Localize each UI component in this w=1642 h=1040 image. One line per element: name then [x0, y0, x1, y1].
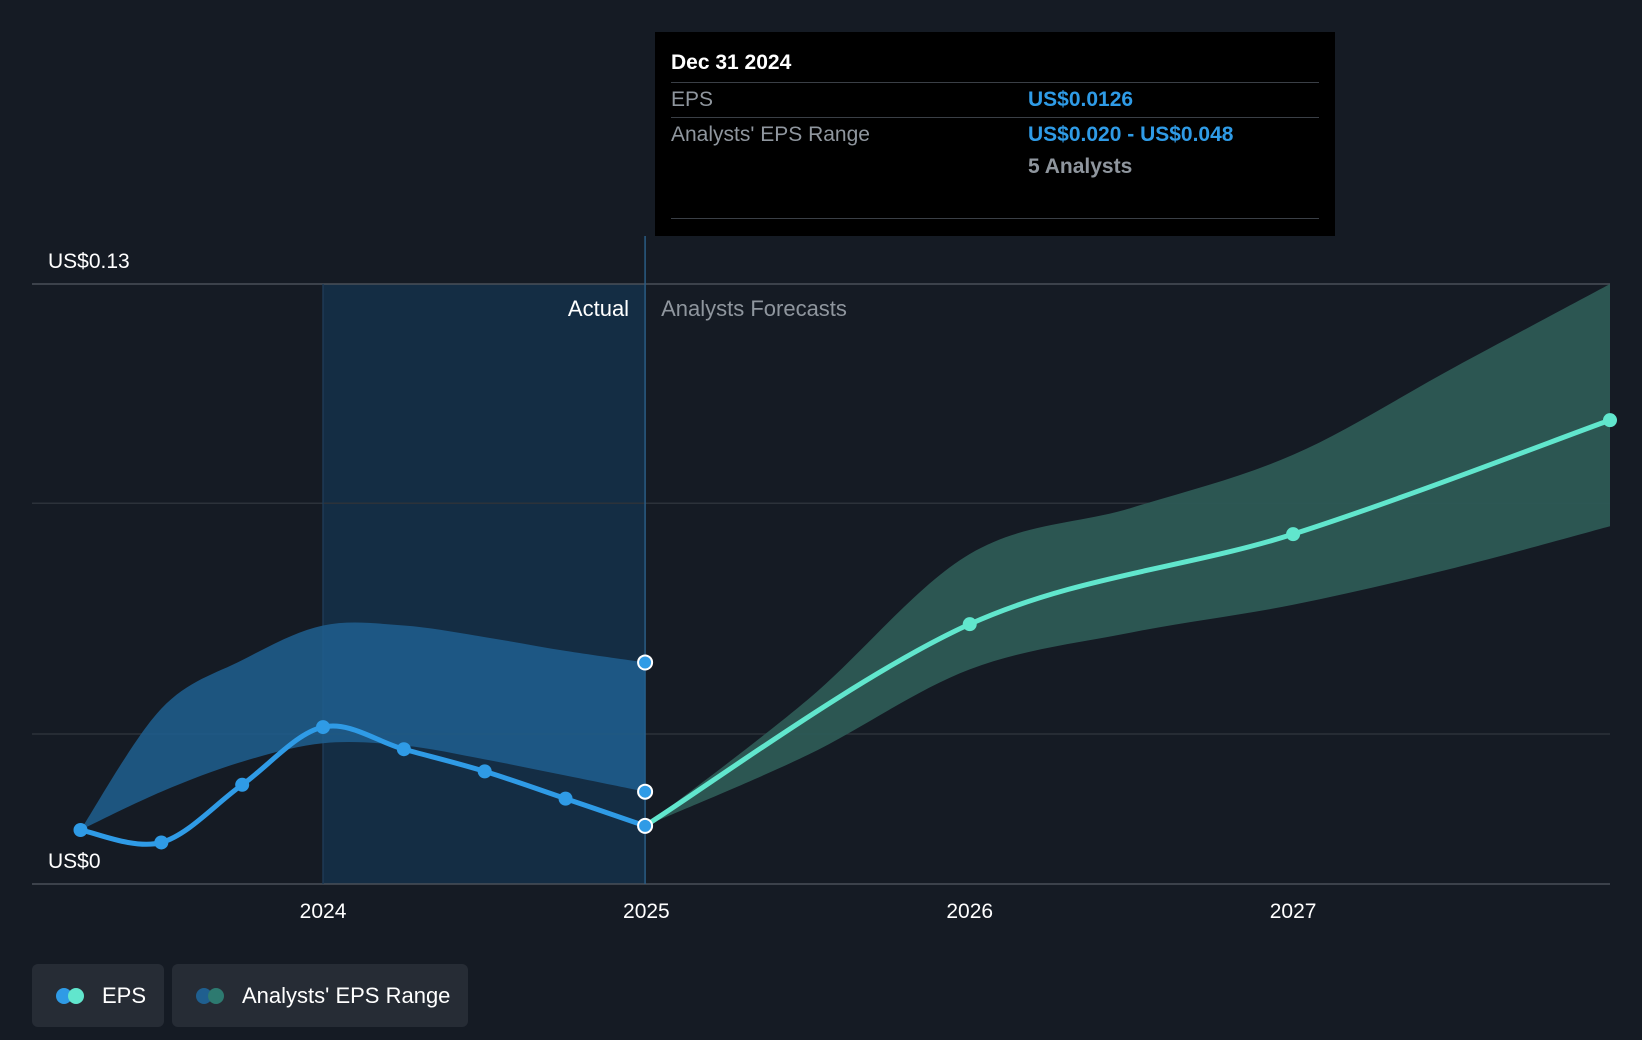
x-tick-label: 2025 — [623, 900, 670, 923]
forecast-region-label: Analysts Forecasts — [661, 296, 847, 321]
x-axis-ticks: 2024 2025 2026 2027 — [300, 900, 1317, 923]
range-high-point — [637, 654, 654, 671]
tooltip-eps-label: EPS — [671, 88, 714, 111]
eps-actual-point — [396, 742, 411, 757]
tooltip-eps-row: EPS US$0.0126 — [671, 83, 1319, 118]
tooltip-divider — [671, 218, 1319, 219]
tooltip-range-label: Analysts' EPS Range — [671, 123, 870, 146]
y-axis-top-label: US$0.13 — [48, 250, 130, 273]
tooltip-range-value: US$0.020 - US$0.048 — [1028, 123, 1234, 146]
analysts-eps-range-actual-area — [80, 622, 646, 830]
y-axis-bottom-label: US$0 — [48, 850, 101, 873]
eps-actual-point — [637, 817, 654, 834]
legend-range-button[interactable]: Analysts' EPS Range — [172, 964, 468, 1027]
eps-forecast-point — [962, 617, 977, 632]
eps-actual-point — [316, 720, 331, 735]
eps-forecast-point — [1286, 527, 1301, 542]
eps-actual-point — [558, 791, 573, 806]
x-tick-label: 2024 — [300, 900, 347, 923]
eps-legend-icon — [56, 987, 86, 1004]
data-points — [73, 413, 1617, 850]
range-legend-icon — [196, 987, 226, 1004]
analysts-eps-range-forecast-area — [645, 284, 1610, 826]
tooltip-analysts-count: 5 Analysts — [1028, 155, 1133, 178]
tooltip-range-row: Analysts' EPS Range US$0.020 - US$0.048 — [671, 118, 1319, 152]
tooltip: Dec 31 2024 EPS US$0.0126 Analysts' EPS … — [655, 32, 1335, 236]
eps-actual-point — [235, 777, 250, 792]
eps-forecast-line — [642, 417, 1613, 829]
legend-eps-button[interactable]: EPS — [32, 964, 164, 1027]
legend-range-label: Analysts' EPS Range — [242, 982, 451, 1008]
range-low-point — [637, 783, 654, 800]
tooltip-date: Dec 31 2024 — [671, 48, 1319, 83]
eps-actual-line — [78, 723, 648, 847]
eps-actual-point — [477, 764, 492, 779]
x-tick-label: 2026 — [946, 900, 993, 923]
actual-period-highlight — [323, 284, 646, 884]
legend-eps-label: EPS — [102, 982, 147, 1008]
eps-forecast-point — [1603, 413, 1617, 428]
eps-actual-point — [154, 835, 169, 850]
tooltip-eps-value: US$0.0126 — [1028, 88, 1134, 111]
actual-region-label: Actual — [568, 296, 629, 321]
eps-actual-point — [73, 823, 88, 837]
x-tick-label: 2027 — [1270, 900, 1317, 923]
